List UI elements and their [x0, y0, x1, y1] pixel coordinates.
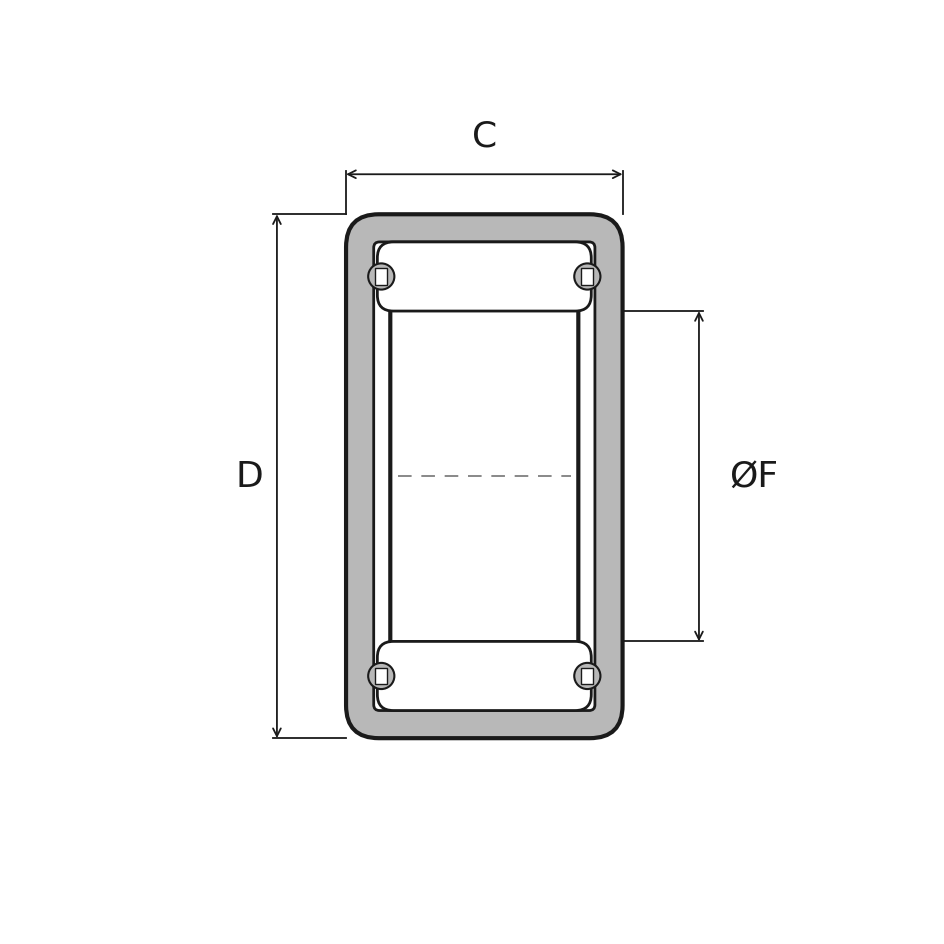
Bar — [375, 668, 387, 684]
Circle shape — [368, 664, 394, 689]
Bar — [581, 269, 593, 285]
Bar — [375, 269, 387, 285]
FancyBboxPatch shape — [377, 642, 591, 711]
Circle shape — [368, 264, 394, 290]
Text: D: D — [235, 460, 262, 494]
Text: ØF: ØF — [729, 460, 778, 494]
FancyBboxPatch shape — [390, 260, 578, 694]
Text: C: C — [471, 119, 497, 153]
Circle shape — [574, 264, 599, 290]
FancyBboxPatch shape — [346, 215, 622, 738]
Circle shape — [574, 664, 599, 689]
FancyBboxPatch shape — [373, 243, 595, 711]
FancyBboxPatch shape — [377, 243, 591, 312]
Bar — [581, 668, 593, 684]
